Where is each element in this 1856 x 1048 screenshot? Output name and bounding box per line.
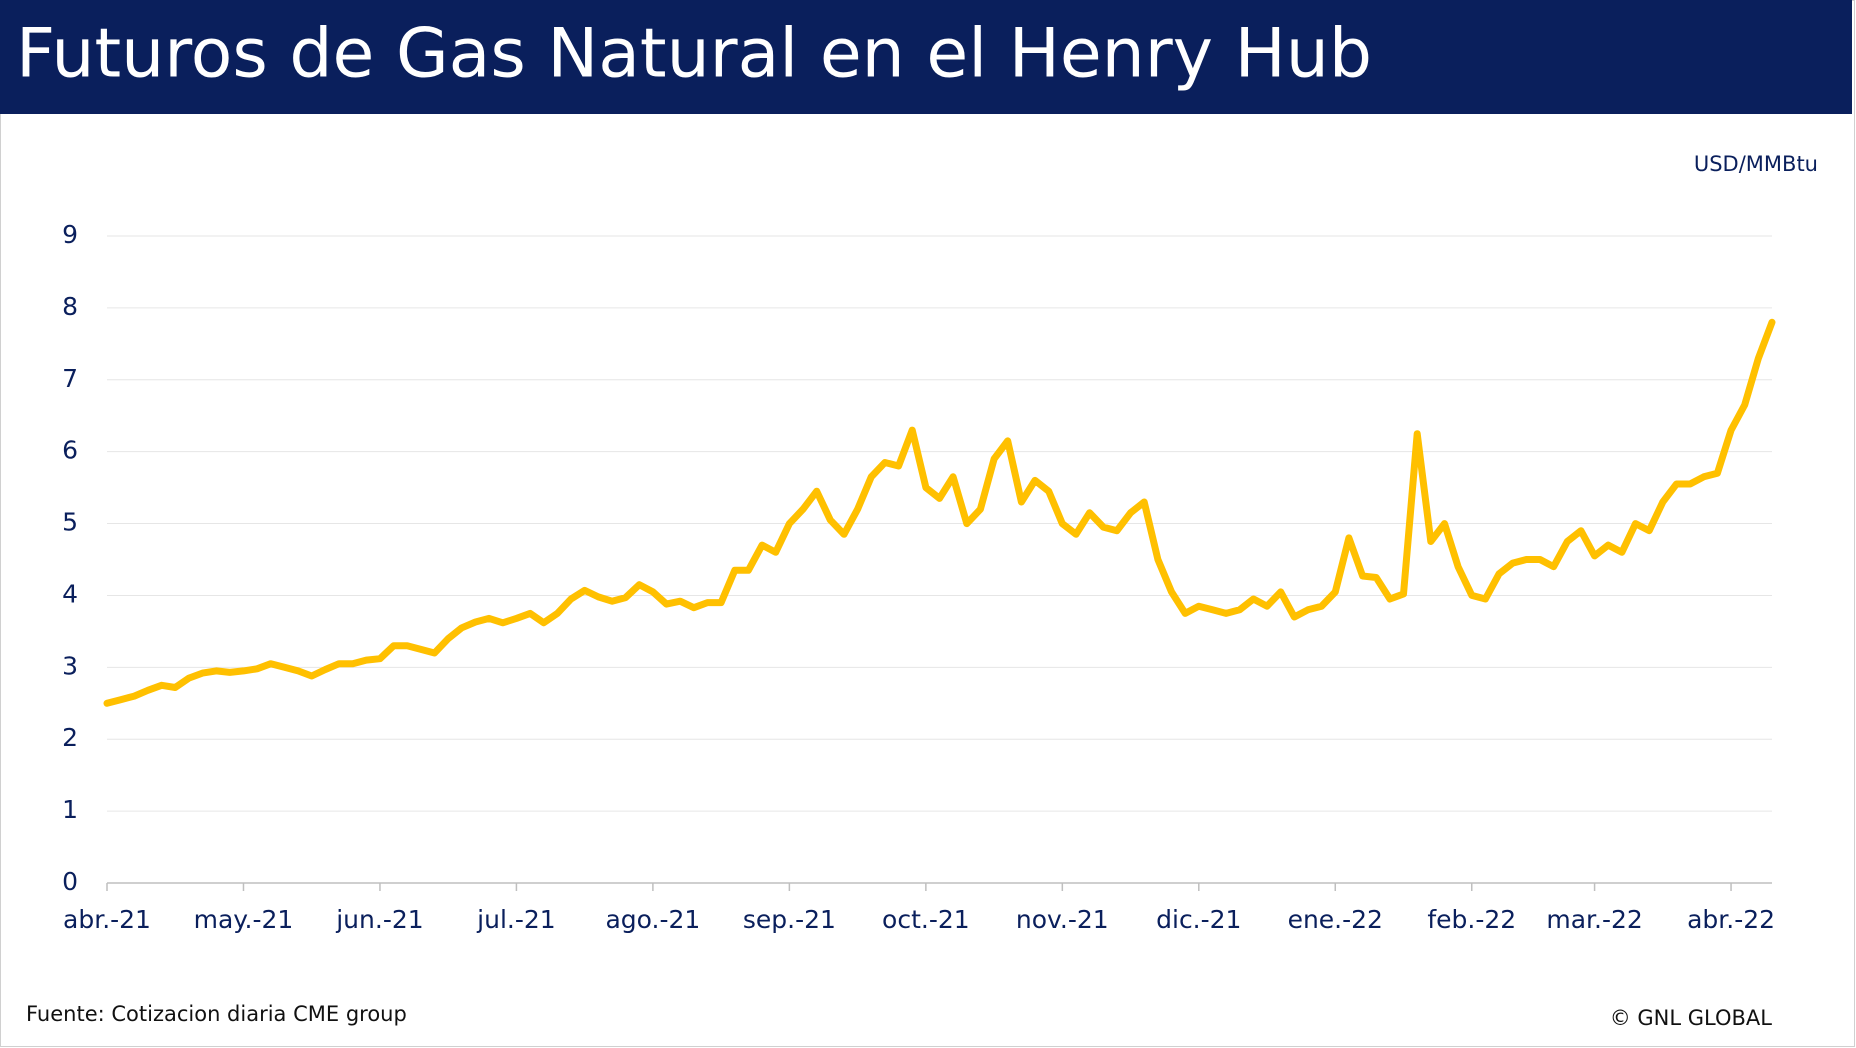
chart-title: Futuros de Gas Natural en el Henry Hub [16, 15, 1372, 94]
title-bar [0, 0, 1852, 114]
y-tick-label: 1 [62, 795, 78, 824]
unit-label: USD/MMBtu [1694, 152, 1818, 176]
x-tick-label: nov.-21 [1016, 905, 1109, 934]
x-tick-label: mar.-22 [1546, 905, 1642, 934]
price-line [103, 318, 1776, 707]
copyright: © GNL GLOBAL [1610, 1006, 1773, 1030]
x-tick-label: jul.-21 [476, 905, 556, 934]
y-tick-label: 9 [62, 220, 78, 249]
x-tick-label: dic.-21 [1156, 905, 1241, 934]
x-tick-label: ago.-21 [605, 905, 700, 934]
y-tick-label: 6 [62, 436, 78, 465]
y-tick-label: 2 [62, 723, 78, 752]
x-tick-label: sep.-21 [743, 905, 836, 934]
y-tick-label: 7 [62, 364, 78, 393]
y-tick-label: 5 [62, 508, 78, 537]
y-tick-label: 4 [62, 579, 78, 608]
x-tick-label: ene.-22 [1288, 905, 1383, 934]
x-tick-label: jun.-21 [335, 905, 423, 934]
x-tick-label: abr.-22 [1687, 905, 1775, 934]
y-tick-label: 8 [62, 292, 78, 321]
x-tick-label: feb.-22 [1427, 905, 1516, 934]
x-tick-label: oct.-21 [882, 905, 970, 934]
y-tick-label: 3 [62, 651, 78, 680]
x-tick-label: abr.-21 [63, 905, 151, 934]
x-tick-label: may.-21 [194, 905, 294, 934]
y-tick-label: 0 [62, 867, 78, 896]
source: Fuente: Cotizacion diaria CME group [26, 1002, 407, 1026]
